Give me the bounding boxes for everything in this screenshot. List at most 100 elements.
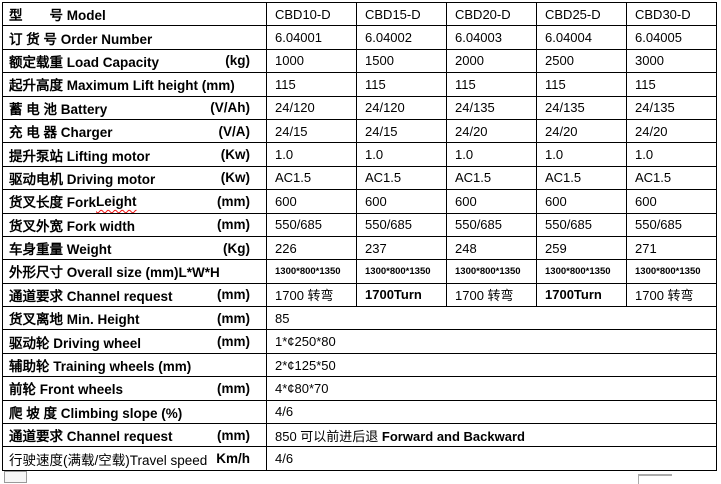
table-cell[interactable]: 237 (356, 235, 447, 261)
table-cell[interactable]: 24/120 (356, 95, 447, 120)
row-label-cell[interactable]: 货叉离地 Min. Height (mm) (2, 306, 267, 331)
row-label-wrap: 外形尺寸 Overall size (mm)L*W*H (9, 261, 266, 281)
table-cell-merged[interactable]: 850 可以前进后退 Forward and Backward (266, 423, 717, 448)
table-cell[interactable]: 271 (626, 235, 717, 261)
table-cell[interactable]: 24/20 (446, 118, 537, 144)
table-cell[interactable]: 248 (446, 235, 537, 261)
row-label-cell[interactable]: 订 货 号 Order Number (2, 25, 267, 50)
table-cell-merged[interactable]: 4*¢80*70 (266, 376, 717, 401)
row-label-wrap: 通道要求 Channel request (mm) (9, 425, 266, 445)
row-label-cell[interactable]: 通道要求 Channel request (mm) (2, 282, 267, 308)
table-cell[interactable]: 115 (536, 72, 627, 97)
table-cell[interactable]: 1300*800*1350 (356, 259, 447, 284)
table-cell[interactable]: 259 (536, 235, 627, 261)
table-cell[interactable]: 1000 (266, 48, 357, 74)
table-cell-merged[interactable]: 1*¢250*80 (266, 329, 717, 354)
row-label-cell[interactable]: 提升泵站 Lifting motor (Kw) (2, 142, 267, 167)
row-label-cell[interactable]: 爬 坡 度 Climbing slope (%) (2, 399, 267, 425)
table-cell-merged[interactable]: 85 (266, 306, 717, 331)
table-cell[interactable]: 24/15 (356, 118, 447, 144)
row-label-cell[interactable]: 通道要求 Channel request (mm) (2, 423, 267, 448)
row-label-cell[interactable]: 行驶速度(满载/空载)Travel speed Km/h (2, 446, 267, 471)
row-label-cell[interactable]: 充 电 器 Charger (V/A) (2, 118, 267, 144)
table-cell[interactable]: 6.04003 (446, 25, 537, 50)
table-cell-merged[interactable]: 2*¢125*50 (266, 352, 717, 378)
row-label-cell[interactable]: 型 号 Model (2, 1, 267, 27)
row-label-cell[interactable]: 货叉外宽 Fork width (mm) (2, 212, 267, 237)
table-cell[interactable]: AC1.5 (356, 165, 447, 191)
table-cell[interactable]: 6.04002 (356, 25, 447, 50)
table-cell[interactable]: 115 (446, 72, 537, 97)
table-cell[interactable]: 550/685 (356, 212, 447, 237)
row-label-cell[interactable]: 驱动轮 Driving wheel (mm) (2, 329, 267, 354)
table-cell[interactable]: 550/685 (266, 212, 357, 237)
table-cell[interactable]: 1300*800*1350 (266, 259, 357, 284)
table-cell[interactable]: 600 (356, 189, 447, 214)
row-label-cell[interactable]: 货叉长度 Fork Leight (mm) (2, 189, 267, 214)
row-label-wrap: 货叉长度 Fork Leight (mm) (9, 191, 266, 211)
table-cell[interactable]: CBD20-D (446, 1, 537, 27)
table-cell[interactable]: AC1.5 (446, 165, 537, 191)
table-resize-handle-left[interactable] (4, 471, 27, 483)
table-cell[interactable]: 115 (356, 72, 447, 97)
table-cell[interactable]: 6.04004 (536, 25, 627, 50)
table-cell[interactable]: 6.04001 (266, 25, 357, 50)
row-label-cell[interactable]: 车身重量 Weight (Kg) (2, 235, 267, 261)
table-cell[interactable]: 1.0 (536, 142, 627, 167)
table-cell[interactable]: AC1.5 (626, 165, 717, 191)
table-cell[interactable]: 600 (626, 189, 717, 214)
table-cell[interactable]: 24/120 (266, 95, 357, 120)
table-cell[interactable]: 550/685 (626, 212, 717, 237)
row-label-wrap: 型 号 Model (9, 4, 266, 24)
table-cell[interactable]: 1300*800*1350 (446, 259, 537, 284)
table-cell[interactable]: 1300*800*1350 (626, 259, 717, 284)
table-cell[interactable]: 600 (446, 189, 537, 214)
table-cell[interactable]: 1700 转弯 (446, 282, 537, 308)
table-cell[interactable]: 550/685 (446, 212, 537, 237)
table-cell[interactable]: 1500 (356, 48, 447, 74)
table-cell[interactable]: 600 (266, 189, 357, 214)
table-cell[interactable]: 24/20 (536, 118, 627, 144)
table-cell[interactable]: 1.0 (356, 142, 447, 167)
row-label-cell[interactable]: 驱动电机 Driving motor (Kw) (2, 165, 267, 191)
table-cell[interactable]: AC1.5 (536, 165, 627, 191)
row-label-wrap: 货叉外宽 Fork width (mm) (9, 215, 266, 235)
table-cell[interactable]: 24/135 (536, 95, 627, 120)
row-label-cell[interactable]: 蓄 电 池 Battery (V/Ah) (2, 95, 267, 120)
table-cell[interactable]: 226 (266, 235, 357, 261)
table-cell[interactable]: 3000 (626, 48, 717, 74)
table-cell[interactable]: 1.0 (626, 142, 717, 167)
row-label-cell[interactable]: 起升高度 Maximum Lift height (mm) (2, 72, 267, 97)
table-cell[interactable]: 550/685 (536, 212, 627, 237)
table-cell[interactable]: 24/135 (626, 95, 717, 120)
table-cell[interactable]: 1.0 (446, 142, 537, 167)
table-cell[interactable]: 115 (266, 72, 357, 97)
table-cell-merged[interactable]: 4/6 (266, 446, 717, 471)
table-cell[interactable]: 115 (626, 72, 717, 97)
table-cell[interactable]: 1.0 (266, 142, 357, 167)
table-resize-handle-right[interactable] (638, 474, 672, 484)
table-cell[interactable]: 24/15 (266, 118, 357, 144)
table-cell[interactable]: 1700 转弯 (626, 282, 717, 308)
table-cell[interactable]: CBD25-D (536, 1, 627, 27)
table-cell[interactable]: 24/20 (626, 118, 717, 144)
table-cell[interactable]: CBD30-D (626, 1, 717, 27)
table-cell[interactable]: 2000 (446, 48, 537, 74)
table-cell[interactable]: CBD15-D (356, 1, 447, 27)
table-cell[interactable]: CBD10-D (266, 1, 357, 27)
table-cell-merged[interactable]: 4/6 (266, 399, 717, 425)
table-cell[interactable]: AC1.5 (266, 165, 357, 191)
table-cell[interactable]: 1300*800*1350 (536, 259, 627, 284)
table-cell[interactable]: 1700 转弯 (266, 282, 357, 308)
table-cell[interactable]: 1700Turn (536, 282, 627, 308)
table-cell[interactable]: 600 (536, 189, 627, 214)
row-label-cell[interactable]: 辅助轮 Training wheels (mm) (2, 352, 267, 378)
row-label-cell[interactable]: 外形尺寸 Overall size (mm)L*W*H (2, 259, 267, 284)
row-unit: (mm) (217, 193, 250, 209)
table-cell[interactable]: 1700Turn (356, 282, 447, 308)
table-cell[interactable]: 24/135 (446, 95, 537, 120)
row-label-cell[interactable]: 额定载重 Load Capacity (kg) (2, 48, 267, 74)
table-cell[interactable]: 2500 (536, 48, 627, 74)
row-label-cell[interactable]: 前轮 Front wheels (mm) (2, 376, 267, 401)
table-cell[interactable]: 6.04005 (626, 25, 717, 50)
